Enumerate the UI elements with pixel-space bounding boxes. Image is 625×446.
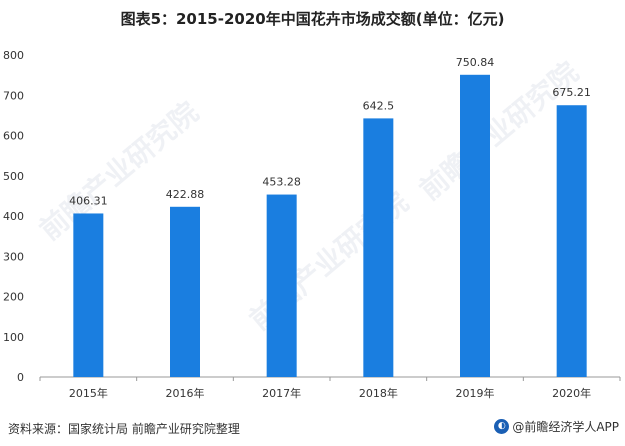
y-tick-label: 200 (3, 291, 24, 304)
x-tick-label: 2019年 (456, 386, 495, 400)
y-tick-label: 400 (3, 210, 24, 223)
brand-credit: ◐ @前瞻经济学人APP (494, 418, 619, 435)
brand-text: @前瞻经济学人APP (512, 420, 619, 434)
y-tick-label: 800 (3, 49, 24, 62)
bar (170, 206, 200, 377)
y-tick-label: 700 (3, 89, 24, 102)
y-tick-label: 100 (3, 331, 24, 344)
y-tick-label: 0 (17, 371, 24, 384)
bar-value-label: 453.28 (262, 176, 301, 189)
x-tick-label: 2017年 (262, 386, 301, 400)
bar-value-label: 422.88 (166, 188, 205, 201)
x-tick-label: 2018年 (359, 386, 398, 400)
bar-value-label: 675.21 (552, 86, 591, 99)
bar (73, 213, 104, 377)
bar-chart: 0 100 200 300 400 500 600 700 800 406.31 2015年 422.… (3, 49, 621, 400)
bar (460, 74, 490, 378)
y-tick-label: 500 (3, 170, 24, 183)
bar-value-label: 750.84 (456, 56, 495, 69)
y-tick-label: 600 (3, 130, 24, 143)
brand-logo-icon: ◐ (494, 419, 510, 434)
bar-value-label: 642.5 (363, 99, 395, 112)
y-tick-label: 300 (3, 250, 24, 263)
bar (556, 105, 587, 378)
bar (266, 194, 297, 377)
bar (363, 118, 394, 378)
x-tick-label: 2016年 (166, 386, 205, 400)
chart-title: 图表5：2015-2020年中国花卉市场成交额(单位：亿元) (120, 10, 505, 28)
x-tick-label: 2020年 (552, 386, 591, 400)
bar-value-label: 406.31 (69, 194, 108, 207)
source-note: 资料来源：国家统计局 前瞻产业研究院整理 (8, 422, 240, 436)
x-tick-label: 2015年 (69, 386, 108, 400)
